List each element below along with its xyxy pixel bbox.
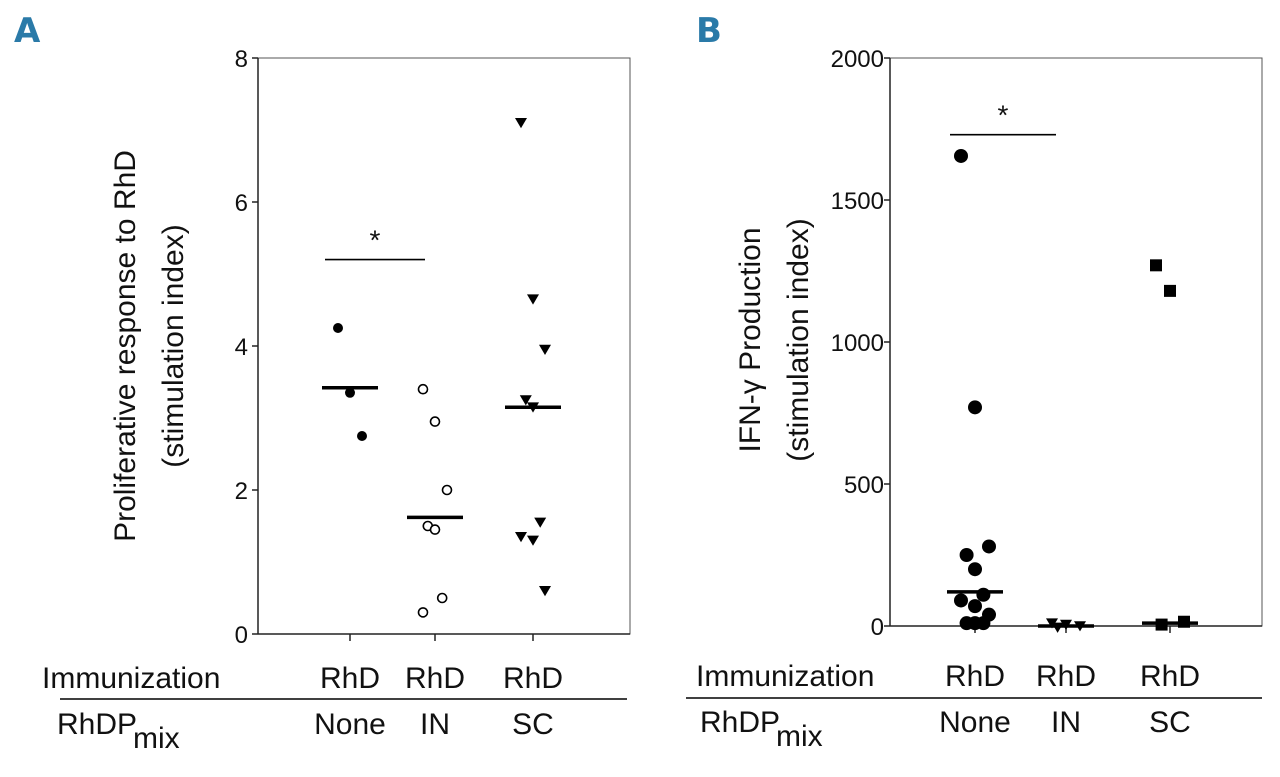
data-point: [357, 431, 367, 441]
data-point: [968, 599, 982, 614]
data-point: [539, 586, 551, 597]
rhdp-label: IN: [420, 708, 450, 741]
immunization-label: RhD: [503, 662, 563, 695]
immunization-row-label: Immunization: [42, 662, 220, 695]
significance-star: *: [370, 225, 381, 256]
data-point: [441, 484, 453, 496]
plot-frame: [257, 57, 631, 635]
y-tick-label: 4: [235, 334, 248, 361]
data-point: [436, 592, 448, 604]
rhdp-row-label: RhDP: [700, 706, 780, 739]
data-point: [333, 323, 343, 333]
rhdp-label: SC: [1149, 706, 1191, 739]
rhdp-label: None: [939, 706, 1011, 739]
y-axis-title: Proliferative response to RhD: [109, 150, 142, 542]
rhdp-label: SC: [512, 708, 554, 741]
panel-label: A: [14, 11, 41, 51]
data-point: [527, 294, 539, 305]
y-tick-label: 8: [235, 46, 248, 73]
data-point: [982, 539, 996, 554]
rhdp-row-label-subscript: mix: [776, 720, 823, 753]
data-point: [527, 535, 539, 546]
immunization-label: RhD: [320, 662, 380, 695]
data-point: [976, 616, 991, 631]
data-point: [429, 416, 441, 427]
y-tick-label: 2: [235, 478, 248, 505]
y-tick-label: 6: [235, 190, 248, 217]
y-tick-label: 0: [871, 614, 884, 641]
plot-frame: [889, 57, 1263, 627]
data-point: [976, 587, 991, 602]
y-tick-label: 2000: [831, 46, 884, 73]
data-point: [417, 607, 429, 618]
y-axis-subtitle: (stimulation index): [157, 224, 190, 467]
rhdp-label: None: [314, 708, 386, 741]
data-point: [534, 517, 547, 528]
significance-star: *: [998, 100, 1009, 131]
immunization-label: RhD: [1140, 660, 1200, 693]
y-tick-label: 1000: [831, 330, 884, 357]
data-point: [1164, 284, 1176, 297]
y-tick-label: 500: [844, 472, 884, 499]
y-axis-subtitle: (stimulation index): [782, 218, 815, 461]
panel-label: B: [696, 11, 722, 51]
data-point: [515, 532, 527, 543]
data-point: [968, 400, 982, 415]
rhdp-label: IN: [1051, 706, 1081, 739]
rhdp-row-label: RhDP: [57, 708, 137, 741]
data-point: [519, 395, 532, 406]
data-point: [345, 387, 355, 398]
data-point: [1150, 259, 1162, 272]
data-point: [968, 562, 982, 577]
data-point: [1046, 618, 1058, 629]
immunization-label: RhD: [945, 660, 1005, 693]
immunization-row-label: Immunization: [696, 660, 874, 693]
data-point: [515, 118, 527, 129]
y-tick-label: 0: [235, 622, 248, 649]
data-point: [429, 524, 441, 535]
immunization-label: RhD: [405, 662, 465, 695]
y-tick-label: 1500: [831, 188, 884, 215]
rhdp-row-label-subscript: mix: [133, 722, 180, 755]
data-point: [954, 593, 968, 608]
immunization-label: RhD: [1036, 660, 1096, 693]
data-point: [959, 548, 974, 562]
data-point: [417, 383, 429, 395]
data-point: [539, 344, 551, 355]
y-axis-title: IFN-γ Production: [734, 227, 767, 452]
data-point: [954, 148, 968, 163]
